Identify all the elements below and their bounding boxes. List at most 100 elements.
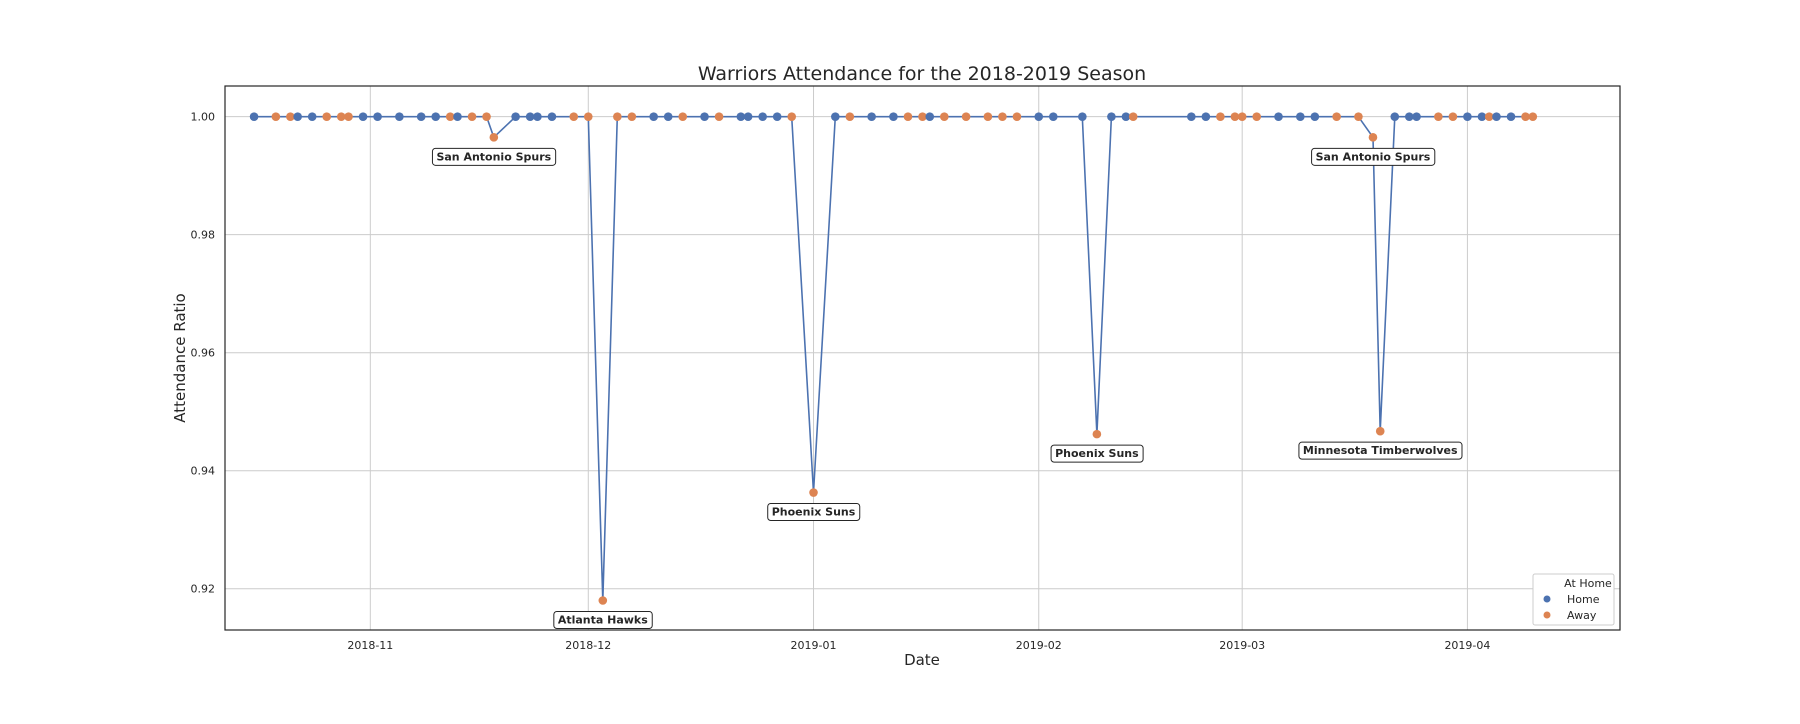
- away-game-point: [1375, 426, 1385, 436]
- home-game-point: [1078, 112, 1087, 121]
- home-game-point: [1404, 112, 1414, 121]
- home-game-point: [736, 112, 746, 121]
- chart-title: Warriors Attendance for the 2018-2019 Se…: [698, 63, 1146, 85]
- away-game-point: [482, 112, 491, 121]
- home-game-point: [831, 112, 840, 121]
- away-game-point: [1484, 112, 1494, 121]
- home-game-point: [743, 112, 753, 121]
- home-game-point: [758, 112, 767, 121]
- home-game-point: [1463, 112, 1472, 121]
- home-game-point: [1492, 112, 1501, 121]
- home-game-point: [663, 112, 673, 121]
- home-game-point: [1274, 112, 1283, 121]
- home-game-point: [525, 112, 535, 121]
- home-game-point: [307, 112, 317, 121]
- annotation-label: Minnesota Timberwolves: [1298, 441, 1463, 460]
- home-game-point: [1107, 112, 1116, 121]
- annotation-box: [767, 503, 861, 522]
- away-game-point: [1528, 112, 1538, 121]
- home-game-point: [416, 112, 426, 121]
- away-game-point: [903, 112, 913, 121]
- away-game-point: [1354, 112, 1363, 121]
- away-game-point: [489, 133, 499, 142]
- home-game-point: [453, 112, 462, 121]
- away-game-point: [467, 112, 477, 121]
- home-game-point: [511, 112, 520, 121]
- home-game-point: [925, 112, 935, 121]
- away-game-point: [1521, 112, 1530, 121]
- away-game-point: [809, 488, 818, 497]
- x-tick-label: 2018-11: [347, 639, 393, 652]
- annotation-text: Minnesota Timberwolves: [1303, 444, 1458, 457]
- annotation-label: Atlanta Hawks: [553, 610, 653, 629]
- away-game-point: [613, 112, 622, 121]
- away-game-point: [336, 112, 346, 121]
- annotation-label: San Antonio Spurs: [1311, 147, 1436, 166]
- away-game-point: [787, 112, 797, 121]
- home-game-point: [1310, 112, 1320, 121]
- x-tick-label: 2019-04: [1444, 639, 1490, 652]
- home-game-point: [772, 112, 782, 121]
- annotation-box: [1298, 441, 1463, 460]
- annotation-text: San Antonio Spurs: [436, 150, 551, 163]
- away-game-point: [1092, 429, 1102, 439]
- y-tick-label: 0.98: [191, 229, 216, 242]
- away-game-point: [1368, 133, 1378, 142]
- annotation-text: San Antonio Spurs: [1316, 150, 1431, 163]
- y-tick-label: 0.96: [191, 347, 216, 360]
- home-game-point: [358, 112, 368, 121]
- away-game-point: [961, 112, 971, 121]
- y-tick-label: 0.94: [191, 465, 216, 478]
- home-game-point: [373, 112, 382, 121]
- home-game-point: [1201, 112, 1211, 121]
- annotation-box: [431, 147, 557, 166]
- y-axis-label: Attendance Ratio: [171, 293, 189, 422]
- y-tick-label: 1.00: [191, 111, 216, 124]
- away-game-point: [445, 112, 455, 121]
- home-game-point: [1412, 112, 1421, 121]
- y-tick-label: 0.92: [191, 583, 216, 596]
- annotation-label: Phoenix Suns: [767, 503, 861, 522]
- home-game-point: [1506, 112, 1516, 121]
- annotation-text: Atlanta Hawks: [558, 613, 648, 626]
- home-game-point: [1296, 112, 1305, 121]
- away-game-point: [583, 112, 593, 121]
- annotations: San Antonio Spurs Atlanta Hawks Phoenix Su…: [431, 147, 1463, 629]
- away-game-point: [322, 112, 332, 121]
- legend-home-label: Home: [1567, 593, 1600, 606]
- away-game-point: [1237, 112, 1247, 121]
- tick-labels: 2018-11 2018-12 2019-01 2019-02 2019-03 2019-…: [191, 111, 1491, 652]
- annotation-box: [1311, 147, 1436, 166]
- away-game-point: [1128, 112, 1138, 121]
- home-game-point: [1034, 112, 1044, 121]
- home-game-point: [533, 112, 542, 121]
- away-game-point: [918, 112, 927, 121]
- away-game-point: [598, 596, 608, 605]
- x-tick-label: 2019-01: [791, 639, 837, 652]
- home-game-point: [1390, 112, 1400, 121]
- home-game-point: [547, 112, 557, 121]
- away-game-point: [1252, 112, 1262, 121]
- home-game-point: [889, 112, 898, 121]
- plot-frame: [224, 85, 1621, 631]
- annotation-box: [1050, 444, 1144, 463]
- away-game-point: [1012, 112, 1022, 121]
- away-game-point: [678, 112, 688, 121]
- away-game-point: [1230, 112, 1240, 121]
- annotation-label: San Antonio Spurs: [431, 147, 557, 166]
- away-game-point: [1216, 112, 1225, 121]
- away-game-point: [271, 112, 281, 121]
- series-points: [249, 112, 1538, 605]
- home-game-point: [395, 112, 404, 121]
- away-game-point: [714, 112, 724, 121]
- away-game-point: [569, 112, 579, 121]
- away-game-point: [998, 112, 1007, 121]
- annotation-text: Phoenix Suns: [772, 506, 856, 519]
- legend-frame: [1532, 573, 1615, 626]
- home-game-point: [867, 112, 876, 121]
- x-tick-label: 2019-02: [1016, 639, 1062, 652]
- away-game-point: [1434, 112, 1443, 121]
- away-game-point: [286, 112, 295, 121]
